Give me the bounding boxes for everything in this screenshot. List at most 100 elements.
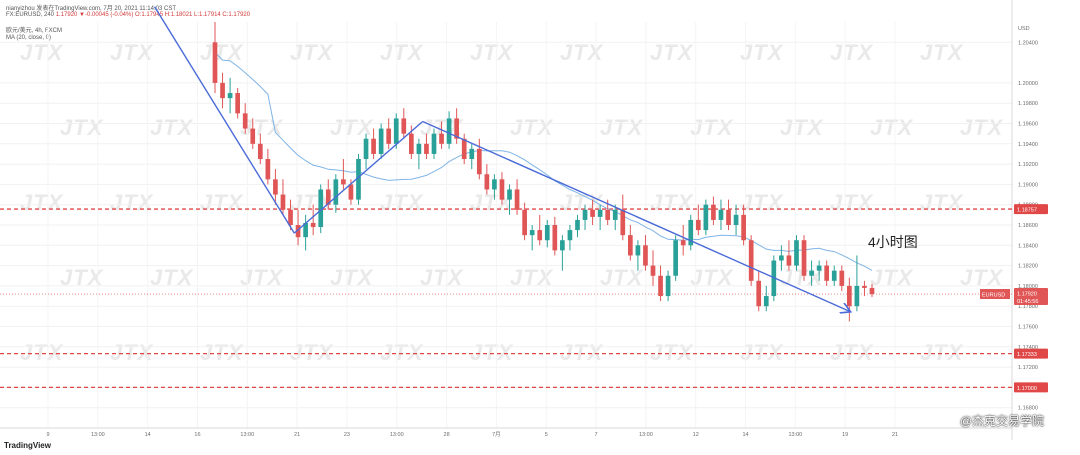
candle-body bbox=[560, 240, 565, 251]
watermark-text: JTX bbox=[920, 40, 964, 65]
candle-body bbox=[650, 265, 656, 276]
candle-body bbox=[779, 255, 784, 261]
candle-body bbox=[726, 209, 731, 225]
tradingview-logo: TradingView bbox=[4, 441, 51, 450]
watermark-text: JTX bbox=[830, 340, 874, 365]
candle-body bbox=[605, 209, 611, 220]
ma-legend: MA (20, close, 0) bbox=[6, 35, 52, 41]
candle-body bbox=[446, 118, 452, 144]
candle-body bbox=[756, 280, 762, 307]
x-tick-label: 13:00 bbox=[788, 432, 802, 438]
watermark-text: JTX bbox=[650, 190, 694, 215]
y-tick-label: 1.19600 bbox=[1018, 122, 1038, 128]
publish-info: nianyizhou 发表在TradingView.com, 7月 20, 20… bbox=[6, 6, 176, 12]
candle-body bbox=[590, 209, 595, 217]
current-price-tag bbox=[1014, 288, 1048, 306]
candle-body bbox=[514, 189, 520, 210]
candle-body bbox=[620, 209, 626, 236]
y-tick-label: 1.19400 bbox=[1018, 142, 1038, 148]
x-tick-label: 23 bbox=[344, 432, 350, 438]
watermark-text: JTX bbox=[960, 115, 1004, 140]
candle-body bbox=[552, 225, 558, 251]
level-price-label: 1.17333 bbox=[1017, 352, 1037, 358]
watermark-text: JTX bbox=[380, 340, 424, 365]
candle-body bbox=[280, 194, 286, 210]
x-tick-label: 7月 bbox=[492, 431, 501, 438]
level-price-label: 1.17000 bbox=[1017, 386, 1037, 392]
candle-body bbox=[424, 143, 429, 154]
level-price-tag bbox=[1014, 204, 1048, 215]
watermark-text: JTX bbox=[200, 190, 244, 215]
candle-body bbox=[847, 285, 852, 307]
candle-body bbox=[529, 230, 535, 236]
candle-body bbox=[869, 287, 875, 295]
watermark-text: JTX bbox=[920, 190, 964, 215]
watermark-text: JTX bbox=[380, 190, 424, 215]
candle-body bbox=[212, 42, 218, 83]
watermark-text: JTX bbox=[740, 40, 784, 65]
x-tick-label: 5 bbox=[545, 432, 548, 438]
candle-body bbox=[416, 143, 422, 154]
candle-body bbox=[348, 184, 354, 200]
candle-body bbox=[680, 240, 686, 246]
symbol-interval: FX:EURUSD, 240 bbox=[6, 12, 55, 18]
candle-body bbox=[839, 270, 845, 286]
x-tick-label: 14 bbox=[145, 432, 151, 438]
candle-body bbox=[409, 133, 414, 154]
trendline bbox=[153, 6, 295, 234]
candle-body bbox=[711, 204, 716, 220]
candle-body bbox=[522, 209, 527, 236]
candle-body bbox=[816, 265, 822, 271]
candle-body bbox=[862, 285, 867, 288]
watermark-text: JTX bbox=[830, 190, 874, 215]
symbol-tag bbox=[980, 289, 1010, 300]
candle-body bbox=[303, 222, 308, 238]
watermark-text: JTX bbox=[740, 190, 784, 215]
watermark-text: JTX bbox=[650, 340, 694, 365]
candle-body bbox=[310, 222, 316, 228]
watermark-text: JTX bbox=[690, 115, 734, 140]
y-tick-label: 1.17400 bbox=[1018, 345, 1038, 351]
watermark-text: JTX bbox=[110, 340, 154, 365]
candle-body bbox=[703, 204, 709, 231]
watermark-text: JTX bbox=[290, 340, 334, 365]
bar-countdown-label: 01:45:56 bbox=[1017, 299, 1038, 305]
x-tick-label: 12 bbox=[693, 432, 699, 438]
trendline bbox=[293, 120, 424, 234]
candle-body bbox=[733, 214, 739, 225]
candle-body bbox=[801, 240, 807, 276]
candle-body bbox=[544, 225, 550, 241]
candle-body bbox=[665, 275, 671, 297]
x-tick-label: 16 bbox=[194, 432, 200, 438]
candle-body bbox=[431, 133, 437, 154]
watermark-text: JTX bbox=[470, 190, 514, 215]
watermark-text: JTX bbox=[330, 115, 374, 140]
watermark-text: JTX bbox=[200, 40, 244, 65]
watermark-text: JTX bbox=[20, 40, 64, 65]
level-price-tag bbox=[1014, 382, 1048, 393]
watermark-text: JTX bbox=[20, 190, 64, 215]
watermark-text: JTX bbox=[920, 340, 964, 365]
candle-body bbox=[567, 230, 573, 241]
y-tick-label: 1.16800 bbox=[1018, 406, 1038, 412]
candle-body bbox=[393, 118, 399, 144]
watermark-text: JTX bbox=[830, 40, 874, 65]
moving-average-line bbox=[214, 52, 873, 271]
candle-body bbox=[295, 225, 301, 238]
trendline bbox=[422, 120, 850, 311]
candle-body bbox=[612, 209, 618, 220]
candle-body bbox=[582, 209, 588, 220]
ohlc-values: 1.17920 ▼-0.00045 (-0.04%) O:1.17945 H:1… bbox=[55, 12, 251, 18]
candle-body bbox=[507, 189, 512, 200]
current-price-label: 1.17920 bbox=[1017, 292, 1037, 298]
candle-body bbox=[824, 265, 830, 281]
price-axis-currency: USD bbox=[1018, 26, 1030, 32]
watermark-text: JTX bbox=[510, 115, 554, 140]
candle-body bbox=[242, 113, 248, 129]
candle-body bbox=[325, 189, 331, 205]
y-tick-label: 1.17600 bbox=[1018, 325, 1038, 331]
candle-body bbox=[628, 235, 633, 256]
candle-body bbox=[476, 148, 482, 175]
